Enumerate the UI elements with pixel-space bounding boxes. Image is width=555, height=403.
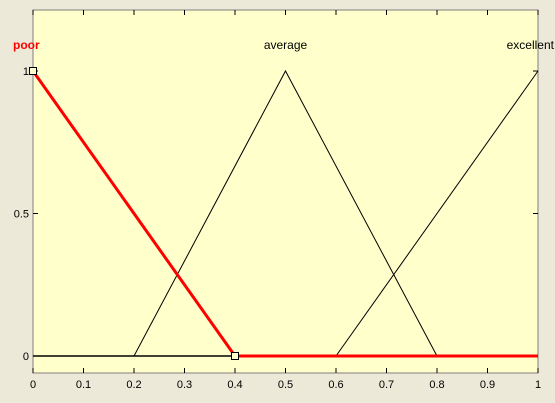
y-tick-label: 0.5 xyxy=(14,209,29,221)
mf-line-average[interactable] xyxy=(133,69,438,357)
x-tick-label: 0.3 xyxy=(177,379,192,391)
x-tick-label: 0.7 xyxy=(379,379,394,391)
mf-label-excellent[interactable]: excellent xyxy=(507,38,555,52)
x-tick-label: 0.5 xyxy=(278,379,293,391)
x-tick-label: 0.4 xyxy=(227,379,242,391)
mf-label-poor[interactable]: poor xyxy=(13,38,40,52)
x-tick-label: 0.2 xyxy=(126,379,141,391)
y-tick-label: 0 xyxy=(23,351,29,363)
mf-label-average[interactable]: average xyxy=(264,38,308,52)
x-tick-label: 0.8 xyxy=(429,379,444,391)
x-tick-label: 1 xyxy=(535,379,541,391)
x-tick-label: 0.1 xyxy=(76,379,91,391)
y-tick-label: 1 xyxy=(23,66,29,78)
plot-area[interactable] xyxy=(32,9,539,374)
x-tick-label: 0 xyxy=(30,379,36,391)
mf-edit-handle[interactable] xyxy=(29,67,37,75)
mf-line-excellent[interactable] xyxy=(335,70,539,357)
x-tick-label: 0.6 xyxy=(328,379,343,391)
x-tick-label: 0.9 xyxy=(480,379,495,391)
mf-edit-handle[interactable] xyxy=(231,352,239,360)
